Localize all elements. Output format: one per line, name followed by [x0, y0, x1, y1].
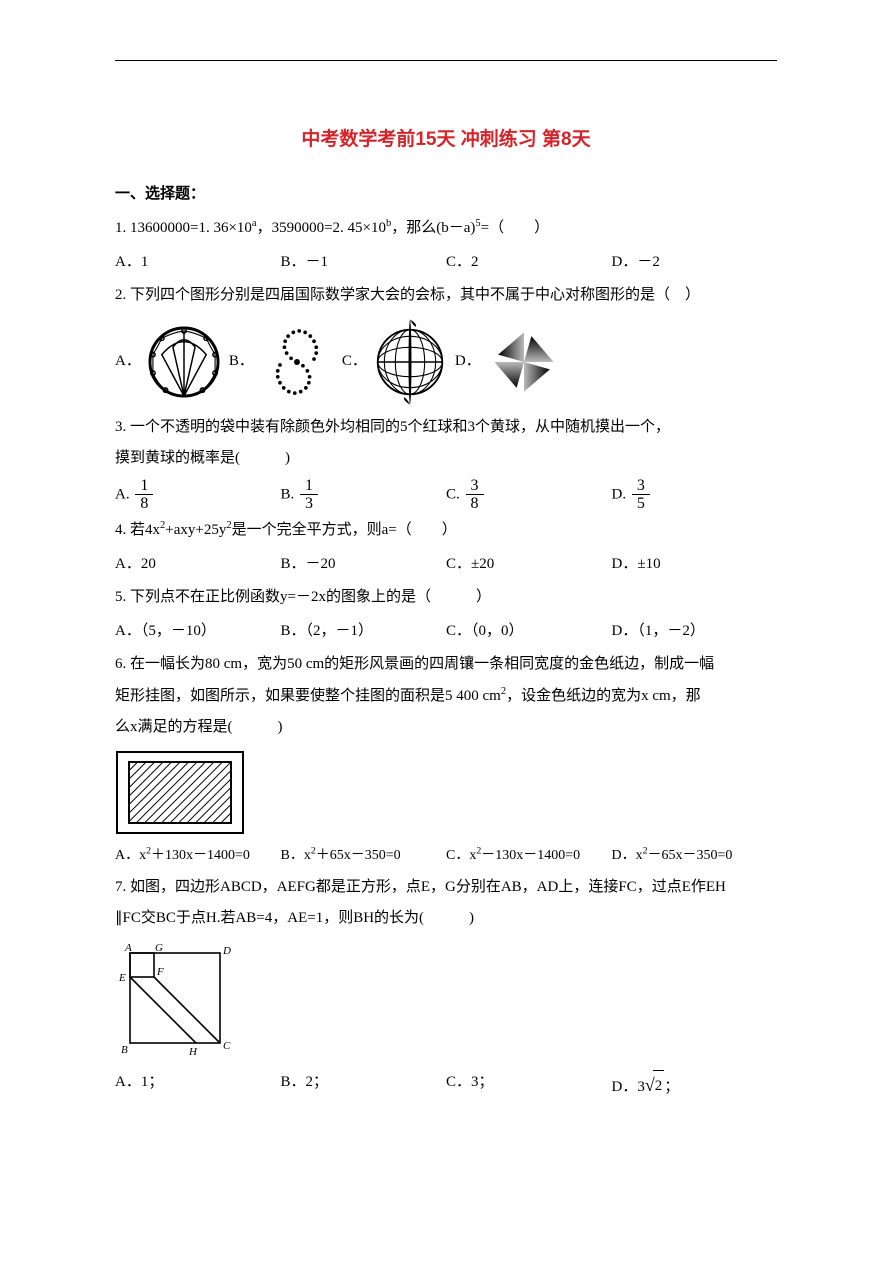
q3-opt-c: C. 38: [446, 477, 612, 513]
q6-opt-d: D．x2－65x－350=0: [612, 841, 778, 870]
q1-stem-3: ，那么(b－a): [391, 220, 475, 236]
question-7: 7. 如图，四边形ABCD，AEFG都是正方形，点E，G分别在AB，AD上，连接…: [115, 872, 777, 935]
q5-opt-d: D．（1，－2）: [612, 616, 778, 648]
question-6: 6. 在一幅长为80 cm，宽为50 cm的矩形风景画的四周镶一条相同宽度的金色…: [115, 649, 777, 744]
q1-stem-1: 1. 13600000=1. 36×10: [115, 220, 252, 236]
section-header: 一、选择题：: [115, 178, 777, 210]
q4-opt-d: D．±10: [612, 549, 778, 581]
congress-logo-b-icon: [260, 325, 334, 399]
q6-opt-c: C．x2－130x－1400=0: [446, 841, 612, 870]
q4-stem-2: +axy+25y: [165, 522, 226, 538]
question-4: 4. 若4x2+axy+25y2是一个完全平方式，则a=（ ）: [115, 515, 777, 547]
q2-options: A． B． C．: [115, 318, 777, 406]
q3-b-label: B.: [281, 486, 295, 502]
congress-logo-a-icon: [147, 325, 221, 399]
q3-frac-c: 38: [466, 477, 484, 513]
q5-stem: 5. 下列点不在正比例函数y=－2x的图象上的是（ ）: [115, 589, 491, 605]
q7-stem-2: ∥FC交BC于点H.若AB=4，AE=1，则BH的长为( ): [115, 903, 777, 935]
q6-figure: [115, 750, 777, 835]
q2-opt-a: A．: [115, 325, 221, 399]
q5-options: A．（5，－10） B．（2，－1） C．（0，0） D．（1，－2）: [115, 616, 777, 648]
q3-c-label: C.: [446, 486, 460, 502]
q2-opt-b: B．: [229, 325, 334, 399]
q2-a-label: A．: [115, 346, 141, 378]
q6-stem-3: 么x满足的方程是( ): [115, 712, 777, 744]
q1-opt-c: C．2: [446, 247, 612, 279]
q6-opt-a: A．x2＋130x－1400=0: [115, 841, 281, 870]
congress-logo-c-icon: [373, 318, 447, 406]
q2-c-label: C．: [342, 346, 367, 378]
q3-options: A. 18 B. 13 C. 38 D. 35: [115, 477, 777, 513]
label-C: C: [223, 1040, 231, 1052]
squares-diagram-icon: A G D E F B H C: [115, 941, 240, 1061]
q2-stem: 2. 下列四个图形分别是四届国际数学家大会的会标，其中不属于中心对称图形的是（ …: [115, 287, 700, 303]
question-1: 1. 13600000=1. 36×10a，3590000=2. 45×10b，…: [115, 213, 777, 245]
q3-stem-1: 3. 一个不透明的袋中装有除颜色外均相同的5个红球和3个黄球，从中随机摸出一个，: [115, 412, 777, 444]
q6-options: A．x2＋130x－1400=0 B．x2＋65x－350=0 C．x2－130…: [115, 841, 777, 870]
q2-b-label: B．: [229, 346, 254, 378]
q4-stem-1: 4. 若4x: [115, 522, 160, 538]
q7-d-post: ；: [664, 1079, 679, 1095]
q4-stem-3: 是一个完全平方式，则a=（ ）: [232, 522, 457, 538]
congress-logo-d-icon: [487, 325, 561, 399]
q3-frac-a: 18: [135, 477, 153, 513]
q7-d-pre: D．: [612, 1079, 638, 1095]
q3-d-label: D.: [612, 486, 627, 502]
framed-picture-icon: [115, 750, 245, 835]
q7-opt-d: D．3√2；: [612, 1067, 778, 1105]
question-2: 2. 下列四个图形分别是四届国际数学家大会的会标，其中不属于中心对称图形的是（ …: [115, 280, 777, 312]
q3-stem-2: 摸到黄球的概率是( ): [115, 443, 777, 475]
q3-opt-d: D. 35: [612, 477, 778, 513]
q6-stem-2a: 矩形挂图，如图所示，如果要使整个挂图的面积是5 400 cm: [115, 688, 501, 704]
question-3: 3. 一个不透明的袋中装有除颜色外均相同的5个红球和3个黄球，从中随机摸出一个，…: [115, 412, 777, 475]
q3-a-label: A.: [115, 486, 130, 502]
q1-stem-4: =（ ）: [481, 220, 549, 236]
q4-opt-c: C．±20: [446, 549, 612, 581]
label-E: E: [118, 972, 126, 984]
q3-frac-d: 35: [632, 477, 650, 513]
q6-opt-b: B．x2＋65x－350=0: [281, 841, 447, 870]
q3-opt-a: A. 18: [115, 477, 281, 513]
q2-opt-d: D．: [455, 325, 561, 399]
label-D: D: [222, 945, 231, 957]
q3-frac-b: 13: [300, 477, 318, 513]
q7-opt-a: A．1；: [115, 1067, 281, 1105]
q7-stem-1: 7. 如图，四边形ABCD，AEFG都是正方形，点E，G分别在AB，AD上，连接…: [115, 872, 777, 904]
page-title: 中考数学考前15天 冲刺练习 第8天: [115, 120, 777, 160]
q7-figure: A G D E F B H C: [115, 941, 777, 1061]
q7-opt-b: B．2；: [281, 1067, 447, 1105]
label-H: H: [188, 1046, 198, 1058]
q5-opt-a: A．（5，－10）: [115, 616, 281, 648]
q5-opt-b: B．（2，－1）: [281, 616, 447, 648]
label-B: B: [121, 1044, 128, 1056]
label-G: G: [155, 942, 163, 954]
q1-stem-2: ，3590000=2. 45×10: [257, 220, 386, 236]
q1-opt-b: B．－1: [281, 247, 447, 279]
q1-opt-a: A．1: [115, 247, 281, 279]
label-A: A: [124, 942, 132, 954]
q4-opt-b: B．－20: [281, 549, 447, 581]
q2-opt-c: C．: [342, 318, 447, 406]
label-F: F: [156, 966, 164, 978]
q7-d-num: 3: [637, 1079, 645, 1095]
question-5: 5. 下列点不在正比例函数y=－2x的图象上的是（ ）: [115, 582, 777, 614]
q5-opt-c: C．（0，0）: [446, 616, 612, 648]
top-rule: [115, 60, 777, 61]
q1-opt-d: D．－2: [612, 247, 778, 279]
q6-stem-2-wrap: 矩形挂图，如图所示，如果要使整个挂图的面积是5 400 cm2，设金色纸边的宽为…: [115, 681, 777, 713]
q6-stem-2b: ，设金色纸边的宽为x cm，那: [506, 688, 701, 704]
sqrt-icon: √2: [645, 1067, 664, 1105]
q7-options: A．1； B．2； C．3； D．3√2；: [115, 1067, 777, 1105]
q7-opt-c: C．3；: [446, 1067, 612, 1105]
q2-d-label: D．: [455, 346, 481, 378]
q6-stem-1: 6. 在一幅长为80 cm，宽为50 cm的矩形风景画的四周镶一条相同宽度的金色…: [115, 649, 777, 681]
q4-opt-a: A．20: [115, 549, 281, 581]
q1-options: A．1 B．－1 C．2 D．－2: [115, 247, 777, 279]
q3-opt-b: B. 13: [281, 477, 447, 513]
q4-options: A．20 B．－20 C．±20 D．±10: [115, 549, 777, 581]
